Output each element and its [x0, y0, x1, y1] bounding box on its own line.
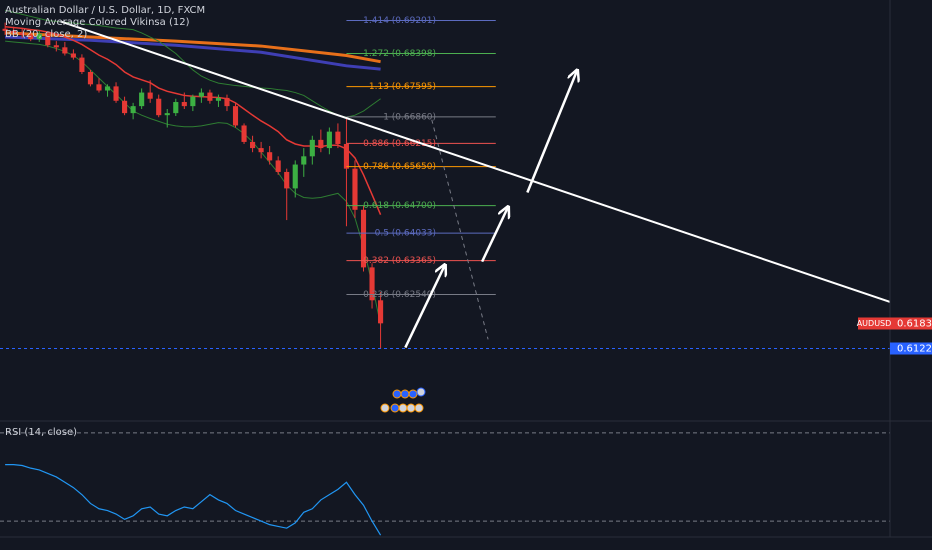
fib-label: 0.786 (0.65650) — [363, 162, 436, 172]
candle-body — [343, 143, 350, 169]
candle-body — [215, 97, 222, 101]
arrow — [480, 208, 508, 263]
candle-body — [232, 106, 239, 126]
badge — [390, 403, 400, 413]
rsi-pane — [0, 432, 890, 536]
candle-body — [301, 156, 307, 165]
candle-body — [87, 71, 94, 85]
badge — [398, 403, 408, 413]
candle-body — [164, 113, 170, 116]
candle-body — [292, 164, 298, 189]
candle-body — [181, 102, 187, 107]
fib-label: 1.272 (0.68398) — [363, 49, 436, 59]
candle-body — [360, 209, 367, 268]
candle-body — [207, 92, 213, 101]
candle-body — [130, 106, 136, 114]
long-ma-line — [5, 35, 381, 71]
candle-body — [28, 34, 34, 40]
overlay-line — [5, 9, 381, 118]
fib-label: 0.886 (0.66215) — [363, 139, 436, 149]
price-tag — [890, 317, 932, 330]
candle-body — [224, 97, 230, 107]
candle-body — [96, 84, 102, 91]
candle-body — [309, 139, 315, 157]
candle-body — [198, 92, 204, 97]
candle-body — [267, 152, 273, 161]
fib-label: 0.618 (0.64700) — [363, 201, 436, 211]
legend: Australian Dollar / U.S. Dollar, 1D, FXC… — [5, 5, 205, 438]
symbol-tag-label: AUDUSD — [857, 319, 892, 328]
price-pane: 1.414 (0.69201) 1.272 (0.68398) 1.13 (0.67… — [0, 9, 890, 350]
fib-label: 1 (0.66860) — [383, 112, 436, 122]
fib-label: 0.5 (0.64033) — [375, 229, 436, 239]
candle-body — [258, 148, 264, 153]
fib-label: 1.414 (0.69201) — [363, 16, 436, 26]
axes: 0.61228 0.61836 AUDUSD — [0, 0, 932, 538]
price-tag — [890, 342, 932, 355]
fib-label: 0.382 (0.63365) — [363, 256, 436, 266]
arrow — [404, 266, 444, 349]
candle-body — [250, 141, 256, 149]
badge — [414, 403, 424, 413]
candle-body — [79, 57, 85, 72]
candle-body — [139, 92, 145, 107]
indicator-label: Moving Average Colored Vikinsa (12) — [5, 17, 190, 28]
candle-body — [378, 300, 384, 324]
badge — [416, 387, 426, 397]
candle-body — [62, 47, 68, 54]
candle-body — [36, 33, 42, 40]
badge — [380, 403, 390, 413]
candle-body — [173, 102, 179, 114]
candle-body — [326, 131, 332, 149]
candle-body — [11, 30, 17, 33]
candle-body — [19, 32, 25, 35]
arrow — [526, 71, 576, 193]
candle-body — [190, 96, 196, 107]
overlay-line — [5, 40, 382, 326]
candle-body — [70, 53, 76, 58]
badge — [392, 389, 402, 399]
candle-body — [241, 125, 247, 142]
pattern-badges — [380, 387, 426, 413]
trend-line — [60, 20, 890, 303]
badge — [408, 389, 418, 399]
price-tag-label: 0.61836 — [897, 318, 932, 329]
fib-label: 1.13 (0.67595) — [369, 82, 436, 92]
badge — [400, 389, 410, 399]
projection-line — [431, 119, 489, 340]
candle-body — [45, 33, 51, 46]
candle-body — [275, 160, 281, 172]
badge — [406, 403, 416, 413]
candle-body — [147, 92, 153, 99]
candle-body — [335, 131, 341, 144]
rsi-label: RSI (14, close) — [5, 427, 77, 438]
candle-body — [104, 86, 111, 91]
price-tag-label: 0.61228 — [897, 344, 932, 355]
candle-body — [53, 45, 59, 48]
candle-body — [352, 168, 358, 210]
candle-body — [284, 171, 290, 189]
indicator-label: BB (20, close, 2) — [5, 29, 87, 40]
candle-body — [156, 98, 162, 116]
long-ma-line — [5, 31, 381, 64]
candle-body — [2, 28, 8, 31]
symbol-title: Australian Dollar / U.S. Dollar, 1D, FXC… — [5, 5, 205, 16]
candle-body — [122, 100, 128, 114]
symbol-tag — [858, 317, 890, 330]
candle-body — [113, 86, 119, 101]
candle-body — [318, 139, 324, 149]
rsi-line — [5, 464, 382, 536]
fib-label: 0.236 (0.62540) — [363, 290, 436, 300]
candle-body — [369, 267, 375, 301]
